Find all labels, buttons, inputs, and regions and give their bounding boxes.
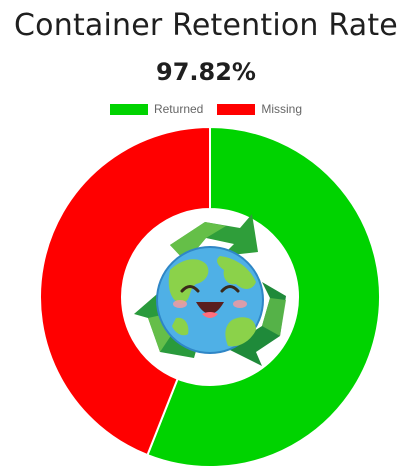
retention-value: 97.82% bbox=[156, 58, 256, 86]
legend-label-returned: Returned bbox=[153, 102, 204, 116]
earth-recycle-icon bbox=[134, 214, 286, 366]
legend-swatch-missing bbox=[217, 103, 256, 115]
legend-label-missing: Missing bbox=[261, 102, 303, 116]
legend-item-missing[interactable]: Missing bbox=[217, 102, 302, 116]
donut-slice-missing[interactable] bbox=[39, 125, 211, 457]
legend-swatch-returned bbox=[109, 103, 148, 115]
legend: Returned Missing bbox=[0, 102, 412, 116]
chart-title: Container Retention Rate bbox=[14, 8, 398, 43]
donut-slice-returned[interactable] bbox=[146, 125, 381, 468]
legend-item-returned[interactable]: Returned bbox=[109, 102, 204, 116]
